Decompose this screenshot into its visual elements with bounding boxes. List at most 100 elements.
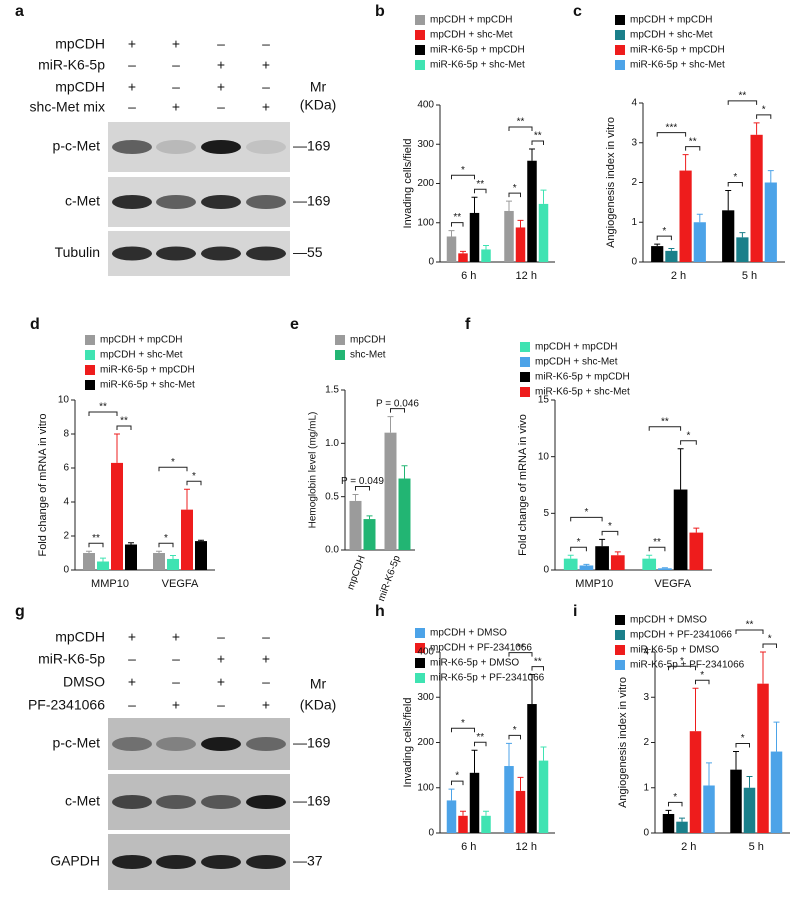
error-bar — [366, 515, 373, 520]
band — [201, 140, 241, 154]
bar — [515, 790, 526, 833]
significance-label: * — [192, 471, 196, 482]
error-bar — [483, 810, 489, 816]
legend-label: miR-K6-5p + shc-Met — [100, 380, 195, 391]
legend-swatch — [415, 45, 425, 55]
x-tick-label: MMP10 — [575, 578, 613, 590]
error-bar — [646, 554, 653, 559]
legend-label: mpCDH + shc-Met — [535, 357, 618, 368]
condition-sign: + — [172, 36, 180, 52]
significance-label: ** — [453, 212, 461, 223]
legend-swatch — [415, 15, 425, 25]
condition-sign: + — [128, 79, 136, 95]
bar — [153, 553, 165, 570]
error-bar — [773, 721, 780, 752]
significance-label: * — [733, 172, 737, 183]
band — [112, 795, 152, 809]
band — [112, 140, 152, 154]
bar — [363, 519, 376, 550]
x-tick-label: 6 h — [461, 841, 476, 853]
legend-label: mpCDH + shc-Met — [630, 30, 713, 41]
legend-swatch — [615, 645, 625, 655]
significance-label: ** — [739, 91, 747, 102]
error-bar — [677, 448, 684, 490]
y-tick-label: 1.5 — [325, 385, 339, 396]
significance-bracket — [695, 679, 710, 685]
condition-sign: + — [262, 651, 270, 667]
bar — [527, 160, 537, 262]
band — [246, 140, 286, 154]
error-bar — [483, 245, 489, 250]
condition-sign: + — [172, 697, 180, 713]
significance-bracket — [727, 181, 743, 187]
significance-label: ** — [746, 620, 754, 631]
y-axis-label: Angiogenesis index in vitro — [617, 677, 629, 808]
significance-label: *** — [666, 122, 678, 133]
error-bar — [753, 122, 760, 135]
y-axis-label: Invading cells/field — [402, 139, 414, 229]
condition-sign: + — [217, 674, 225, 690]
panel-letter: h — [375, 603, 385, 620]
significance-label: * — [461, 718, 465, 729]
legend-label: mpCDH + DMSO — [630, 615, 707, 626]
significance-bracket — [158, 542, 174, 548]
y-tick-label: 0 — [63, 565, 69, 576]
legend-swatch — [335, 350, 345, 360]
error-bar — [198, 539, 204, 542]
x-tick-label: miR-K6-5p — [376, 554, 403, 603]
legend-swatch — [415, 60, 425, 70]
bar — [651, 246, 664, 262]
x-tick-label: 2 h — [681, 841, 696, 853]
error-bar — [767, 170, 774, 183]
legend-label: miR-K6-5p + DMSO — [630, 645, 719, 656]
significance-label: * — [584, 507, 588, 518]
bar-chart: f mpCDH + mpCDH mpCDH + shc-Met miR-K6-5p +… — [465, 316, 712, 590]
panel-letter: i — [573, 603, 577, 620]
bar — [446, 236, 457, 262]
error-bar — [170, 555, 176, 559]
y-tick-label: 4 — [631, 98, 637, 109]
error-bar — [529, 148, 535, 161]
y-tick-label: 300 — [417, 139, 434, 150]
mr-label: Mr — [310, 79, 327, 95]
y-tick-label: 300 — [417, 692, 434, 703]
band — [156, 855, 196, 869]
band — [201, 855, 241, 869]
significance-bracket — [735, 743, 750, 748]
bar-chart: c mpCDH + mpCDH mpCDH + shc-Met miR-K6-5p +… — [573, 3, 785, 282]
y-tick-label: 0.5 — [325, 491, 339, 502]
y-tick-label: 200 — [417, 178, 434, 189]
band — [201, 737, 241, 751]
significance-label: ** — [517, 117, 525, 128]
y-tick-label: 1 — [631, 217, 637, 228]
x-tick-label: 2 h — [671, 270, 686, 282]
significance-label: ** — [517, 642, 525, 653]
bar — [538, 760, 549, 833]
significance-label: * — [680, 656, 684, 667]
error-bar — [696, 213, 703, 223]
condition-sign: – — [217, 36, 225, 52]
band — [112, 195, 152, 209]
condition-sign: + — [217, 57, 225, 73]
significance-bracket — [451, 780, 464, 786]
condition-sign: – — [172, 57, 180, 73]
band — [156, 195, 196, 209]
bar — [673, 489, 688, 570]
bar-chart: h mpCDH + DMSO mpCDH + PF-2341066 miR-K6-5p… — [375, 603, 555, 853]
error-bar — [86, 550, 92, 553]
bar — [481, 249, 491, 262]
significance-bracket — [88, 542, 104, 548]
bar — [757, 683, 769, 833]
bar — [83, 553, 95, 570]
x-tick-label: 12 h — [516, 841, 537, 853]
condition-sign: – — [128, 697, 136, 713]
legend-swatch — [85, 365, 95, 375]
band-label: p-c-Met — [53, 735, 101, 751]
x-tick-label: mpCDH — [345, 554, 367, 591]
x-tick-label: VEGFA — [654, 578, 691, 590]
band — [156, 246, 196, 261]
significance-bracket — [685, 146, 701, 151]
bar — [676, 821, 688, 833]
significance-bracket — [508, 652, 533, 657]
